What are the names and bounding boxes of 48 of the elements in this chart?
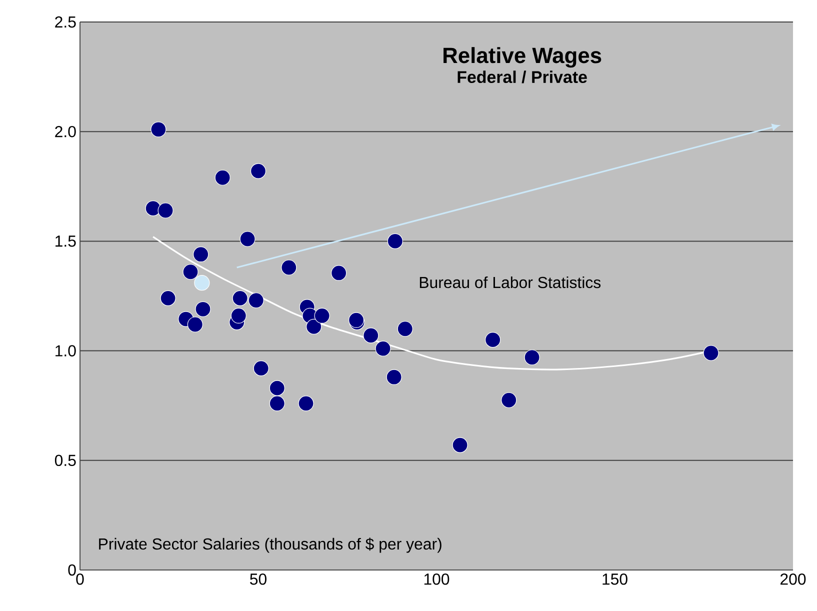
point bbox=[703, 345, 719, 361]
point bbox=[150, 122, 166, 138]
point bbox=[397, 321, 413, 337]
y-tick-label: 2.0 bbox=[55, 126, 76, 138]
point bbox=[331, 265, 347, 281]
annotation: Bureau of Labor Statistics bbox=[420, 276, 601, 288]
point bbox=[298, 396, 314, 412]
point bbox=[194, 275, 210, 291]
y-tick-label: 0 bbox=[68, 564, 76, 576]
point bbox=[250, 163, 266, 179]
point bbox=[485, 332, 501, 348]
point bbox=[193, 246, 209, 262]
point bbox=[386, 369, 402, 385]
x-tick-label: 100 bbox=[424, 574, 450, 585]
point bbox=[375, 340, 391, 356]
point bbox=[253, 360, 269, 376]
point bbox=[240, 231, 256, 247]
x-tick-label: 50 bbox=[250, 574, 266, 585]
point bbox=[232, 290, 248, 306]
text: Federal / Private bbox=[458, 70, 587, 84]
point bbox=[158, 202, 174, 218]
point bbox=[387, 233, 403, 249]
x-tick-label: 0 bbox=[76, 574, 84, 585]
x-axis-title: Private Sector Salaries (thousands of $ per year) bbox=[99, 538, 442, 553]
point bbox=[145, 200, 161, 216]
point bbox=[187, 316, 203, 332]
y-tick-label: 0.5 bbox=[54, 454, 76, 466]
point bbox=[195, 301, 211, 317]
point bbox=[452, 437, 468, 453]
point bbox=[501, 392, 517, 408]
y-tick-label: 1.0 bbox=[56, 345, 76, 356]
text: Relative Wages bbox=[444, 47, 602, 68]
y-tick-label: 2.5 bbox=[55, 16, 76, 28]
point bbox=[230, 308, 246, 324]
point bbox=[363, 328, 379, 344]
point bbox=[248, 292, 264, 308]
point bbox=[281, 260, 297, 276]
point bbox=[182, 264, 198, 280]
point bbox=[306, 318, 322, 334]
x-tick-label: 150 bbox=[602, 574, 628, 585]
point bbox=[269, 380, 285, 396]
point bbox=[314, 308, 330, 324]
y-tick-label: 1.5 bbox=[56, 236, 76, 247]
point bbox=[524, 350, 540, 366]
point bbox=[214, 170, 230, 186]
x-tick-label: 200 bbox=[780, 574, 806, 585]
point bbox=[269, 396, 285, 412]
point bbox=[160, 290, 176, 306]
